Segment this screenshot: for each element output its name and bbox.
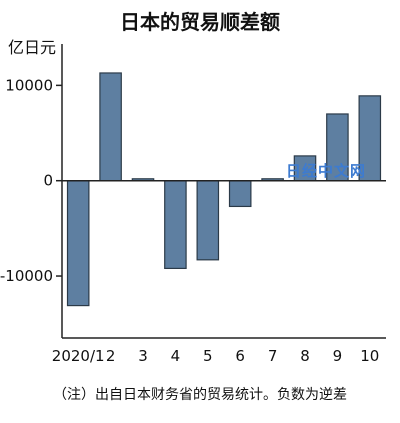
bar-2 <box>99 72 122 182</box>
y-axis-unit-label: 亿日元 <box>8 38 57 57</box>
bar-1 <box>66 180 90 307</box>
x-tick-label: 2 <box>106 347 116 365</box>
x-tick-label: 8 <box>300 347 310 365</box>
x-tick-label: 9 <box>333 347 343 365</box>
bar-5 <box>196 180 220 261</box>
x-tick-label: 4 <box>171 347 181 365</box>
x-tick-label: 2020/1 <box>52 347 105 365</box>
y-tick-label: 0 <box>43 172 53 190</box>
x-tick-label: 10 <box>360 347 379 365</box>
bar-4 <box>164 180 187 270</box>
bar-6 <box>228 180 252 208</box>
chart-title: 日本的贸易顺差额 <box>120 10 280 34</box>
x-tick-label: 6 <box>235 347 245 365</box>
watermark-text: 日经中文网 <box>286 162 367 180</box>
x-tick-label: 7 <box>268 347 278 365</box>
y-tick-label: 10000 <box>5 76 53 94</box>
footnote: （注）出自日本财务省的贸易统计。负数为逆差 <box>53 387 347 403</box>
y-tick-label: -10000 <box>0 267 53 285</box>
x-tick-label: 3 <box>138 347 148 365</box>
x-tick-label: 5 <box>203 347 213 365</box>
